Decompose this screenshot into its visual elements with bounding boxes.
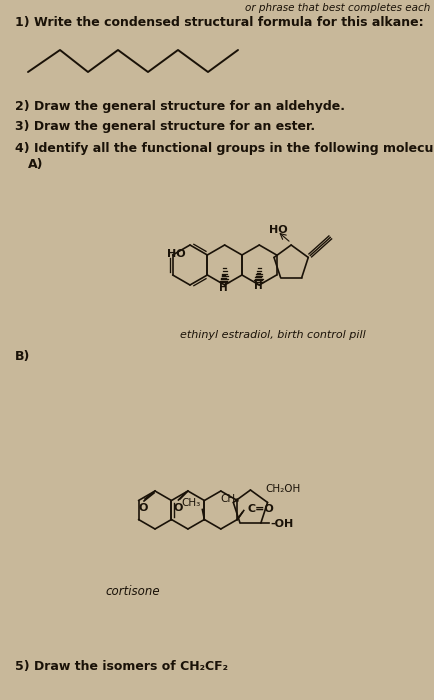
Text: H: H [219,283,228,293]
Text: HO: HO [168,249,186,259]
Text: 4) Identify all the functional groups in the following molecules:: 4) Identify all the functional groups in… [15,142,434,155]
Text: 2) Draw the general structure for an aldehyde.: 2) Draw the general structure for an ald… [15,100,345,113]
Text: -OH: -OH [270,519,293,528]
Text: cortisone: cortisone [105,585,160,598]
Text: 3) Draw the general structure for an ester.: 3) Draw the general structure for an est… [15,120,315,133]
Text: 1) Write the condensed structural formula for this alkane:: 1) Write the condensed structural formul… [15,16,424,29]
Text: O: O [173,503,183,513]
Text: 5) Draw the isomers of CH₂CF₂: 5) Draw the isomers of CH₂CF₂ [15,660,228,673]
Text: O: O [138,503,148,513]
Text: ethinyl estradiol, birth control pill: ethinyl estradiol, birth control pill [180,330,366,340]
Text: A): A) [28,158,43,171]
Text: CH₃: CH₃ [220,494,239,503]
Text: B): B) [15,350,30,363]
Text: C=O: C=O [247,503,274,514]
Text: CH₃: CH₃ [181,498,201,508]
Text: CH₂OH: CH₂OH [265,484,300,494]
Text: H: H [254,281,263,291]
Text: HO: HO [269,225,287,235]
Text: or phrase that best completes each: or phrase that best completes each [245,3,430,13]
